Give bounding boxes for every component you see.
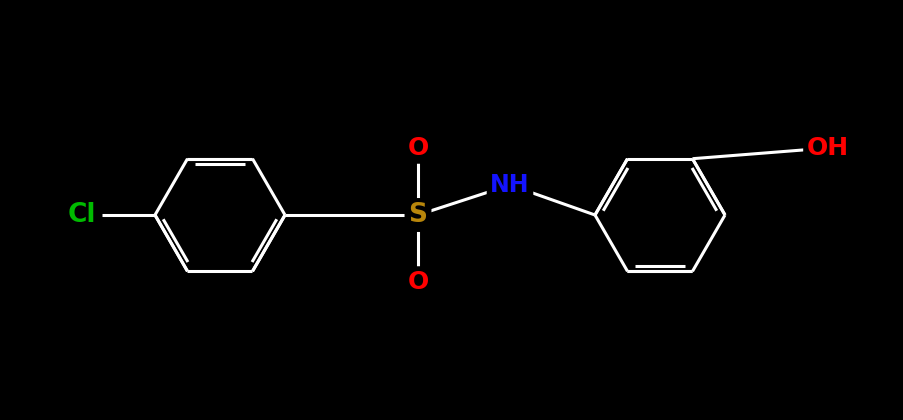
Text: S: S [408,202,427,228]
Text: Cl: Cl [68,202,96,228]
Text: NH: NH [489,173,529,197]
Text: O: O [407,270,428,294]
Text: OH: OH [806,136,848,160]
Text: O: O [407,136,428,160]
